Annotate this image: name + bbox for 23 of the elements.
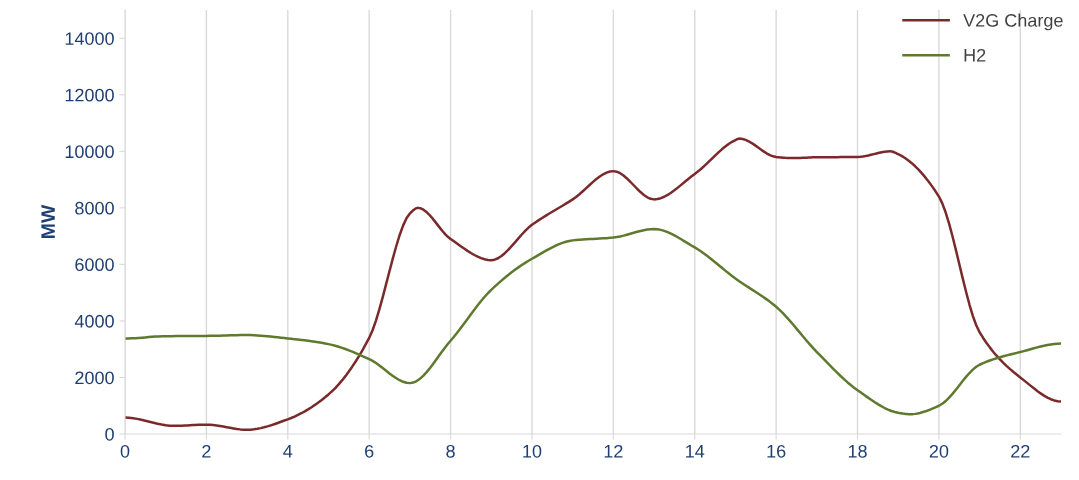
x-tick-label: 22 <box>1011 444 1030 458</box>
x-tick-label: 18 <box>848 444 867 458</box>
x-tick-label: 8 <box>446 444 455 458</box>
y-tick-label: 12000 <box>65 88 114 102</box>
x-tick-label: 16 <box>767 444 786 458</box>
x-tick-label: 20 <box>929 444 949 458</box>
y-tick-label: 8000 <box>75 201 114 215</box>
y-tick-label: 14000 <box>65 32 114 45</box>
x-tick-label: 0 <box>120 444 130 458</box>
y-axis-title: MW <box>41 204 55 238</box>
x-tick-label: 6 <box>365 444 374 458</box>
x-tick-label: 4 <box>283 445 293 458</box>
x-tick-label: 12 <box>604 444 623 458</box>
y-tick-label: 10000 <box>65 145 114 159</box>
y-tick-label: 6000 <box>75 258 114 272</box>
legend-label: H2 <box>964 48 986 62</box>
x-tick-label: 10 <box>523 444 542 458</box>
y-tick-label: 2000 <box>75 371 114 385</box>
legend-label: V2G Charge <box>963 13 1063 31</box>
y-tick-label: 4000 <box>74 314 114 328</box>
x-tick-label: 2 <box>202 444 211 458</box>
x-tick-label: 14 <box>686 445 705 458</box>
y-tick-label: 0 <box>105 427 114 441</box>
